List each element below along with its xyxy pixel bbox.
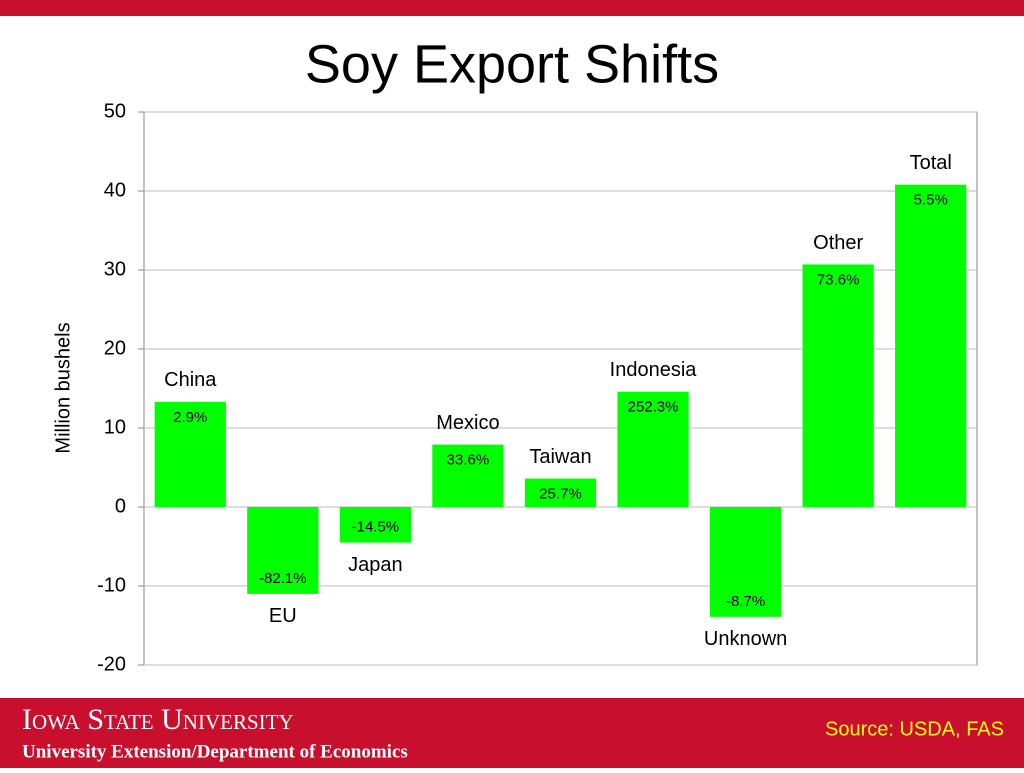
percent-change-label: -82.1% <box>259 570 307 587</box>
category-label: Taiwan <box>529 446 591 468</box>
chart-title: Soy Export Shifts <box>305 34 719 94</box>
footer-band <box>0 698 1024 768</box>
category-label: China <box>164 369 217 391</box>
bar <box>617 391 689 507</box>
y-tick-label: 20 <box>104 337 126 359</box>
category-label: EU <box>269 605 297 627</box>
category-label: Mexico <box>436 412 499 434</box>
bar <box>247 507 319 594</box>
bar <box>524 478 597 507</box>
category-label: Other <box>813 232 863 254</box>
category-label: Unknown <box>704 628 787 650</box>
bar <box>339 507 412 543</box>
y-axis-label: Million bushels <box>52 322 74 453</box>
y-tick-label: -20 <box>97 653 126 675</box>
percent-change-label: 252.3% <box>628 399 679 416</box>
percent-change-label: 5.5% <box>914 192 948 209</box>
bar <box>709 507 782 617</box>
y-tick-label: -10 <box>97 574 126 596</box>
y-tick-label: 0 <box>115 495 126 517</box>
y-tick-label: 30 <box>104 258 126 280</box>
percent-change-label: -14.5% <box>352 519 400 536</box>
top-band <box>0 0 1024 16</box>
y-tick-label: 50 <box>104 100 126 122</box>
bar <box>432 444 504 507</box>
bar <box>154 401 226 507</box>
source: Source: USDA, FAS <box>825 718 1004 740</box>
category-label: Total <box>910 152 952 174</box>
category-label: Indonesia <box>610 359 698 381</box>
percent-change-label: -8.7% <box>726 593 765 610</box>
department: University Extension/Department of Econo… <box>22 741 408 762</box>
percent-change-label: 73.6% <box>817 271 860 288</box>
category-label: Japan <box>348 554 403 576</box>
university-name: Iowa State University <box>22 703 294 736</box>
y-tick-label: 10 <box>104 416 126 438</box>
y-tick-label: 40 <box>104 179 126 201</box>
percent-change-label: 25.7% <box>539 486 582 503</box>
percent-change-label: 2.9% <box>173 409 207 426</box>
percent-change-label: 33.6% <box>447 452 490 469</box>
bar <box>802 264 874 507</box>
bar <box>895 184 967 507</box>
